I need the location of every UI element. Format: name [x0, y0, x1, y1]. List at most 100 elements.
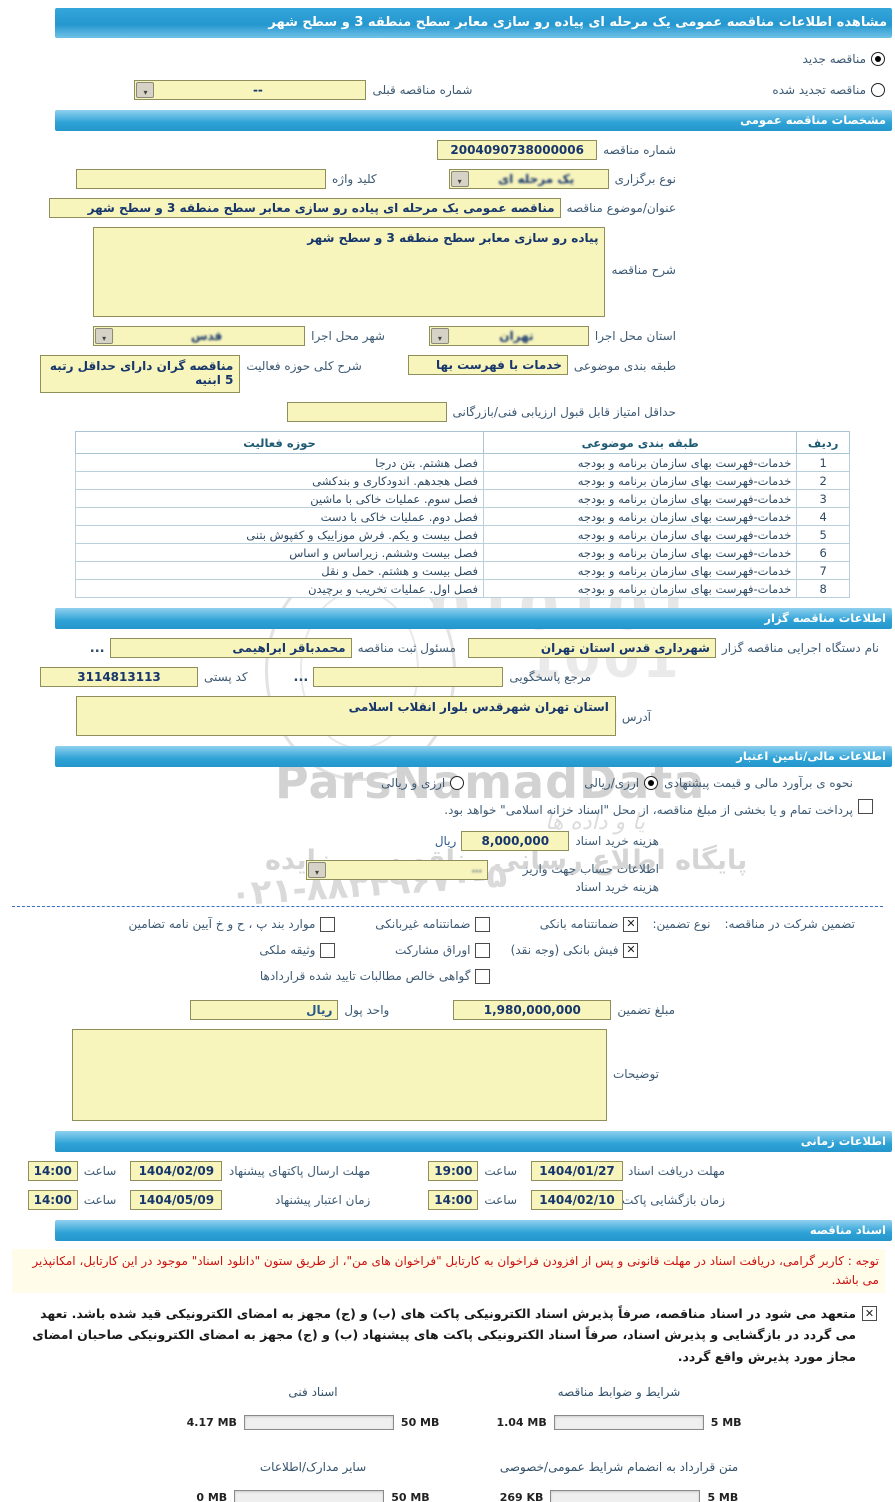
bid-submission-deadline-label: مهلت ارسال پاکتهای پیشنهاد: [228, 1163, 371, 1178]
description-textarea[interactable]: پیاده رو سازی معابر سطح منطقه 3 و سطح شه…: [93, 227, 606, 317]
city-label: شهر محل اجرا: [311, 329, 385, 343]
commitment-checkbox[interactable]: [862, 1306, 877, 1322]
section-tender-documents: اسناد مناقصه: [55, 1219, 892, 1241]
doc-receipt-deadline-date[interactable]: 1404/01/27: [531, 1160, 623, 1181]
renewed-tender-label: مناقصه تجدید شده: [772, 83, 866, 97]
upload-group-title: سایر مدارک/اطلاعات: [259, 1459, 367, 1474]
upload-group-contract: متن قرارداد به انضمام شرایط عمومی/خصوصی …: [483, 1460, 755, 1502]
guarantee-amount-field[interactable]: 1,980,000,000: [453, 999, 612, 1020]
bid-submission-deadline-time[interactable]: 14:00: [27, 1160, 78, 1181]
envelope-opening-time[interactable]: 14:00: [428, 1189, 479, 1210]
currency-unit-label: واحد پول: [344, 1002, 390, 1017]
mixed-currency-radio[interactable]: [450, 776, 465, 790]
contact-more-button[interactable]: ...: [293, 669, 309, 685]
contact-reference-field[interactable]: [313, 667, 504, 687]
estimate-method-label: نحوه ی برآورد مالی و قیمت پیشنهادی: [664, 776, 853, 790]
subject-label: عنوان/موضوع مناقصه: [566, 201, 676, 215]
activity-summary-field[interactable]: مناقصه گران دارای حداقل رتبه 5 ابنیه: [40, 355, 241, 393]
row-category: خدمات-فهرست بهای سازمان برنامه و بودجه: [483, 543, 798, 562]
executive-org-field[interactable]: شهرداری قدس استان تهران: [467, 638, 716, 658]
page-title: مشاهده اطلاعات مناقصه عمومی یک مرحله ای …: [55, 8, 892, 38]
address-label: آدرس: [621, 710, 651, 724]
category-field[interactable]: خدمات با فهرست بها: [407, 355, 568, 375]
row-number: 7: [796, 561, 850, 580]
document-fee-row: هزینه خرید اسناد 8,000,000 ریال: [0, 830, 659, 851]
nonbank-guarantee-checkbox[interactable]: [475, 916, 491, 932]
city-value: قدس: [190, 329, 223, 343]
bid-validity-date[interactable]: 1404/05/09: [130, 1189, 223, 1210]
payment-account-select[interactable]: ... ▾: [306, 859, 488, 880]
previous-tender-number-select[interactable]: -- ▾: [134, 80, 367, 100]
row-category: خدمات-فهرست بهای سازمان برنامه و بودجه: [483, 471, 798, 490]
min-score-input[interactable]: [286, 402, 447, 422]
category-label: طبقه بندی موضوعی: [573, 359, 676, 373]
dropdown-button-icon[interactable]: ▾: [95, 328, 114, 344]
payment-account-value: ...: [471, 864, 482, 875]
bid-validity-time[interactable]: 14:00: [27, 1189, 78, 1210]
rial-currency-radio[interactable]: [644, 776, 659, 790]
renewed-tender-radio[interactable]: [871, 83, 885, 97]
upload-max-size: 5 MB: [710, 1415, 742, 1429]
guarantee-options: ضمانتنامه بانکی ضمانتنامه غیربانکی موارد…: [128, 916, 639, 984]
guarantee-amount-row: مبلغ تضمین 1,980,000,000 واحد پول ریال: [0, 999, 675, 1020]
treasury-checkbox[interactable]: [858, 799, 873, 814]
hour-label: ساعت: [484, 1163, 517, 1178]
upload-current-size: 1.04 MB: [496, 1415, 547, 1429]
row-number: 8: [796, 579, 850, 598]
new-tender-radio[interactable]: [871, 52, 885, 66]
keyword-input[interactable]: [76, 169, 327, 189]
city-select[interactable]: قدس ▾: [93, 326, 306, 346]
dropdown-button-icon[interactable]: ▾: [308, 861, 326, 878]
previous-tender-number-label: شماره مناقصه قبلی: [372, 83, 473, 97]
bank-slip-checkbox[interactable]: [623, 942, 639, 958]
participation-bonds-checkbox[interactable]: [475, 942, 491, 958]
dashed-separator: [12, 905, 883, 907]
document-fee-field[interactable]: 8,000,000: [461, 830, 570, 851]
commitment-block: متعهد می شود در اسناد مناقصه، صرفاً پذیر…: [30, 1303, 877, 1367]
dropdown-button-icon[interactable]: ▾: [136, 82, 155, 98]
bid-submission-deadline-date[interactable]: 1404/02/09: [130, 1160, 223, 1181]
section-financial-info: اطلاعات مالی/تامین اعتبار: [55, 746, 892, 767]
currency-unit-field[interactable]: ریال: [190, 999, 339, 1020]
guarantee-options-row: گواهی خالص مطالبات تایید شده قراردادها: [128, 968, 491, 984]
subject-field[interactable]: مناقصه عمومی یک مرحله ای پیاده رو سازی م…: [48, 198, 561, 218]
hour-label: ساعت: [83, 1192, 117, 1207]
min-score-row: حداقل امتیاز قابل قبول ارزیابی فنی/بازرگ…: [0, 402, 676, 422]
row-category: خدمات-فهرست بهای سازمان برنامه و بودجه: [483, 561, 798, 580]
commitment-text: متعهد می شود در اسناد مناقصه، صرفاً پذیر…: [32, 1306, 856, 1364]
tender-number-field[interactable]: 2004090738000006: [437, 140, 598, 160]
document-fee-unit: ریال: [434, 833, 457, 848]
registrar-field[interactable]: محمدباقر ابراهیمی: [109, 638, 352, 658]
registrar-more-button[interactable]: ...: [89, 640, 105, 656]
doc-receipt-deadline-time[interactable]: 19:00: [428, 1160, 479, 1181]
uploads-row-1: شرایط و ضوابط مناقصه 1.04 MB 5 MB اسناد …: [0, 1385, 755, 1430]
dropdown-button-icon[interactable]: ▾: [450, 171, 469, 187]
process-type-label: نوع برگزاری: [614, 172, 676, 186]
dropdown-button-icon[interactable]: ▾: [430, 328, 449, 344]
row-activity: فصل بیست وششم. زیراساس و اساس: [74, 543, 485, 562]
row-number: 1: [796, 453, 850, 472]
net-claims-certificate-checkbox[interactable]: [475, 968, 491, 984]
category-activity-row: طبقه بندی موضوعی خدمات با فهرست بها شرح …: [0, 355, 676, 393]
document-fee-label: هزینه خرید اسناد: [575, 833, 659, 848]
bank-guarantee-checkbox[interactable]: [623, 916, 639, 932]
province-select[interactable]: تهران ▾: [428, 326, 589, 346]
row-category: خدمات-فهرست بهای سازمان برنامه و بودجه: [483, 453, 798, 472]
postal-code-field[interactable]: 3114813113: [40, 667, 199, 687]
address-field[interactable]: استان تهران شهرقدس بلوار انقلاب اسلامی: [75, 696, 616, 736]
timing-row-1: مهلت دریافت اسناد 1404/01/27 ساعت 19:00 …: [0, 1160, 725, 1181]
process-type-select[interactable]: یک مرحله ای ▾: [448, 169, 609, 189]
upload-group-technical: اسناد فنی 4.17 MB 50 MB: [177, 1385, 449, 1430]
guarantee-type-label: نوع تضمین:: [652, 916, 711, 931]
row-activity: فصل اول. عملیات تخریب و برچیدن: [74, 579, 485, 598]
envelope-opening-date[interactable]: 1404/02/10: [531, 1189, 623, 1210]
guarantee-amount-label: مبلغ تضمین: [617, 1002, 675, 1017]
upload-group-other-docs: سایر مدارک/اطلاعات 0 MB 50 MB: [177, 1460, 449, 1502]
section-timing-info: اطلاعات زمانی: [55, 1130, 892, 1152]
notes-textarea[interactable]: [71, 1028, 607, 1121]
property-collateral-checkbox[interactable]: [320, 942, 336, 958]
regulation-clauses-checkbox[interactable]: [320, 916, 336, 932]
classification-table: ردیف طبقه بندی موضوعی حوزه فعالیت 1 خدمات…: [74, 431, 850, 598]
table-row: 6 خدمات-فهرست بهای سازمان برنامه و بودجه ف…: [74, 543, 850, 562]
upload-max-size: 5 MB: [707, 1490, 739, 1502]
